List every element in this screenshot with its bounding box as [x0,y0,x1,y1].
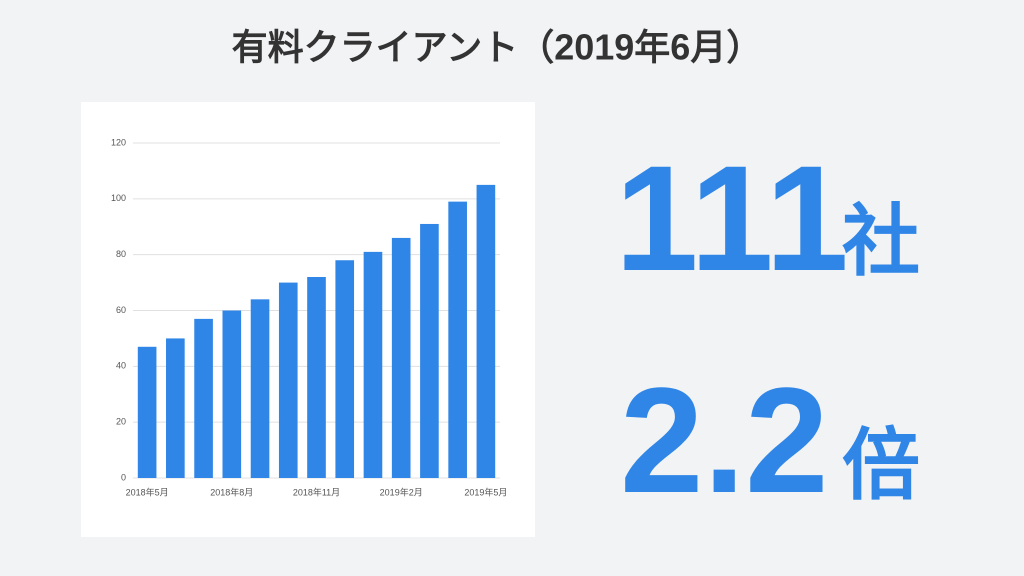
y-tick-label: 20 [116,417,126,427]
y-tick-label: 100 [111,193,126,203]
bar [278,282,298,478]
stat-unit: 倍 [842,421,920,509]
x-tick-label: 2018年11月 [293,486,340,497]
slide-title: 有料クライアント（2019年6月） [232,27,763,68]
y-tick-label: 60 [116,305,126,315]
y-tick-label: 40 [116,361,126,371]
bar [476,184,496,478]
bar [363,251,383,478]
y-tick-label: 0 [121,472,126,482]
y-tick-label: 80 [116,249,126,259]
bar [307,277,326,478]
bar [448,201,467,478]
stat-1: 111 社 [615,134,920,302]
bar [420,223,439,478]
bar [250,299,270,478]
stat-value: 111 [615,134,849,302]
bar [166,338,185,478]
y-tick-label: 120 [111,137,126,147]
x-tick-label: 2019年2月 [380,486,423,497]
stat-2: 2.2 倍 [620,356,920,524]
x-tick-label: 2018年8月 [210,486,253,497]
bar [335,260,355,478]
stat-value: 2.2 [620,356,829,524]
x-tick-label: 2018年5月 [126,486,169,497]
bar [137,346,157,478]
x-tick-label: 2019年5月 [464,486,507,497]
stat-unit: 社 [842,197,920,285]
bar [391,237,411,478]
bar [222,310,242,478]
bar [194,318,213,478]
